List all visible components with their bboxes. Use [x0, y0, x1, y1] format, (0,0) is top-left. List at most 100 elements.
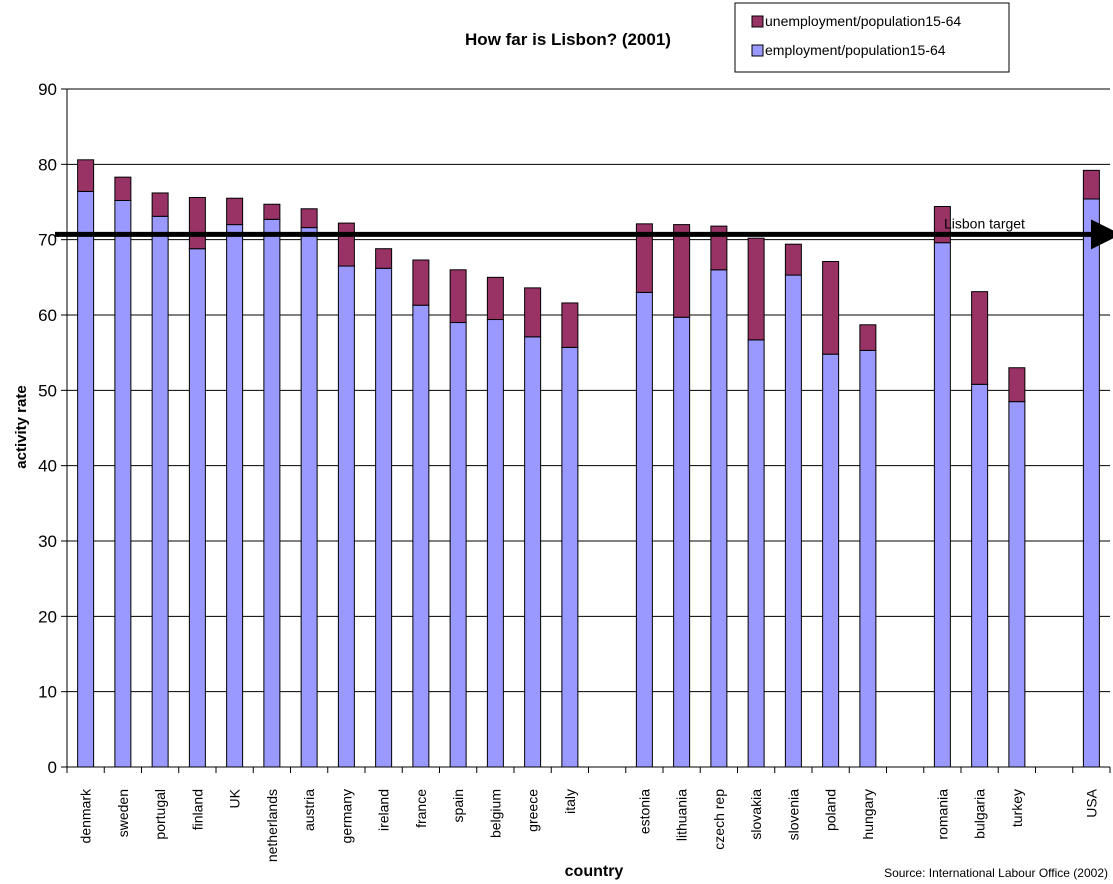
bar-employment: [747, 339, 765, 768]
y-tick-label: 50: [38, 381, 57, 400]
x-tick-label: hungary: [860, 789, 876, 840]
bar-unemployment: [375, 248, 393, 269]
x-tick-label: italy: [562, 789, 578, 814]
bar-unemployment: [412, 259, 430, 306]
bar-employment: [486, 319, 504, 768]
bar-unemployment: [561, 302, 579, 348]
x-tick-label: portugal: [152, 789, 168, 840]
x-tick-label: greece: [525, 789, 541, 832]
y-tick-label: 90: [38, 80, 57, 99]
lisbon-target-label: Lisbon target: [944, 215, 1025, 231]
bar-employment: [412, 304, 430, 768]
bar-unemployment: [784, 243, 802, 276]
bar-unemployment: [747, 237, 765, 341]
bar-employment: [114, 199, 132, 768]
x-tick-label: czech rep: [711, 789, 727, 850]
bar-employment: [822, 353, 840, 768]
x-tick-label: belgium: [487, 789, 503, 838]
bar-employment: [151, 215, 169, 768]
source-annotation: Source: International Labour Office (200…: [884, 866, 1108, 880]
y-tick-label: 70: [38, 231, 57, 250]
bar-unemployment: [971, 291, 989, 385]
legend-label-unemployment: unemployment/population15-64: [765, 13, 961, 29]
y-tick-label: 80: [38, 155, 57, 174]
x-tick-label: netherlands: [264, 789, 280, 862]
x-tick-label: USA: [1083, 788, 1099, 817]
bar-employment: [337, 265, 355, 768]
bar-employment: [226, 224, 244, 768]
bar-employment: [77, 190, 95, 768]
y-tick-label: 40: [38, 457, 57, 476]
y-axis-label: activity rate: [13, 385, 30, 468]
y-tick-label: 20: [38, 607, 57, 626]
bar-unemployment: [188, 196, 206, 250]
bars: [77, 159, 1100, 768]
bar-unemployment: [77, 159, 95, 192]
legend-label-employment: employment/population15-64: [765, 42, 946, 58]
bar-unemployment: [486, 276, 504, 321]
bar-employment: [1008, 401, 1026, 768]
x-tick-label: slovakia: [748, 789, 764, 840]
x-tick-label: estonia: [636, 789, 652, 834]
legend-swatch-unemployment: [751, 15, 764, 28]
x-tick-label: turkey: [1009, 789, 1025, 827]
bar-unemployment: [151, 192, 169, 217]
legend: unemployment/population15-64 employment/…: [734, 2, 1010, 73]
bar-employment: [524, 336, 542, 768]
x-axis-label: country: [565, 863, 624, 880]
bar-employment: [859, 349, 877, 768]
lisbon-target: Lisbon target: [55, 215, 1113, 250]
x-tick-label: lithuania: [674, 789, 690, 841]
chart-title: How far is Lisbon? (2001): [465, 30, 671, 49]
bar-employment: [561, 346, 579, 768]
bar-unemployment: [263, 203, 281, 220]
x-tick-label: denmark: [78, 788, 94, 843]
grid: [67, 88, 1110, 693]
bar-unemployment: [524, 287, 542, 338]
legend-box: [734, 2, 1010, 73]
labels: 0 10 20 30 40 50 60 70 80 90 denmark sweden portugal…: [38, 80, 1099, 862]
bar-employment: [300, 227, 318, 768]
x-tick-label: austria: [301, 789, 317, 831]
bar-employment: [784, 274, 802, 768]
bar-unemployment: [226, 197, 244, 226]
bar-employment: [710, 269, 728, 768]
bar-unemployment: [822, 261, 840, 355]
y-tick-label: 10: [38, 683, 57, 702]
bar-unemployment: [449, 269, 467, 324]
bar-employment: [449, 322, 467, 768]
bar-unemployment: [710, 225, 728, 271]
x-tick-label: finland: [189, 789, 205, 830]
bar-employment: [971, 383, 989, 768]
x-tick-label: sweden: [115, 789, 131, 837]
bar-employment: [1082, 198, 1100, 768]
bar-employment: [635, 291, 653, 768]
bar-employment: [933, 242, 951, 768]
x-tick-label: romania: [934, 789, 950, 840]
bar-employment: [263, 218, 281, 768]
x-tick-label: france: [413, 789, 429, 828]
x-tick-label: bulgaria: [972, 789, 988, 839]
y-tick-label: 0: [48, 758, 57, 777]
x-tick-label: poland: [823, 789, 839, 831]
bar-employment: [673, 316, 691, 768]
x-tick-label: UK: [227, 788, 243, 808]
bar-employment: [188, 248, 206, 768]
bar-unemployment: [300, 208, 318, 229]
bar-unemployment: [1008, 367, 1026, 403]
y-tick-label: 30: [38, 532, 57, 551]
bar-unemployment: [673, 224, 691, 318]
bar-unemployment: [859, 324, 877, 351]
bar-unemployment: [1082, 169, 1100, 200]
x-tick-label: ireland: [376, 789, 392, 831]
bar-unemployment: [635, 223, 653, 293]
axes: [61, 88, 1111, 773]
bar-employment: [375, 267, 393, 768]
x-tick-label: spain: [450, 789, 466, 822]
x-tick-label: germany: [338, 789, 354, 843]
legend-swatch-employment: [751, 44, 764, 57]
bar-unemployment: [337, 222, 355, 267]
bar-unemployment: [114, 176, 132, 201]
y-tick-label: 60: [38, 306, 57, 325]
